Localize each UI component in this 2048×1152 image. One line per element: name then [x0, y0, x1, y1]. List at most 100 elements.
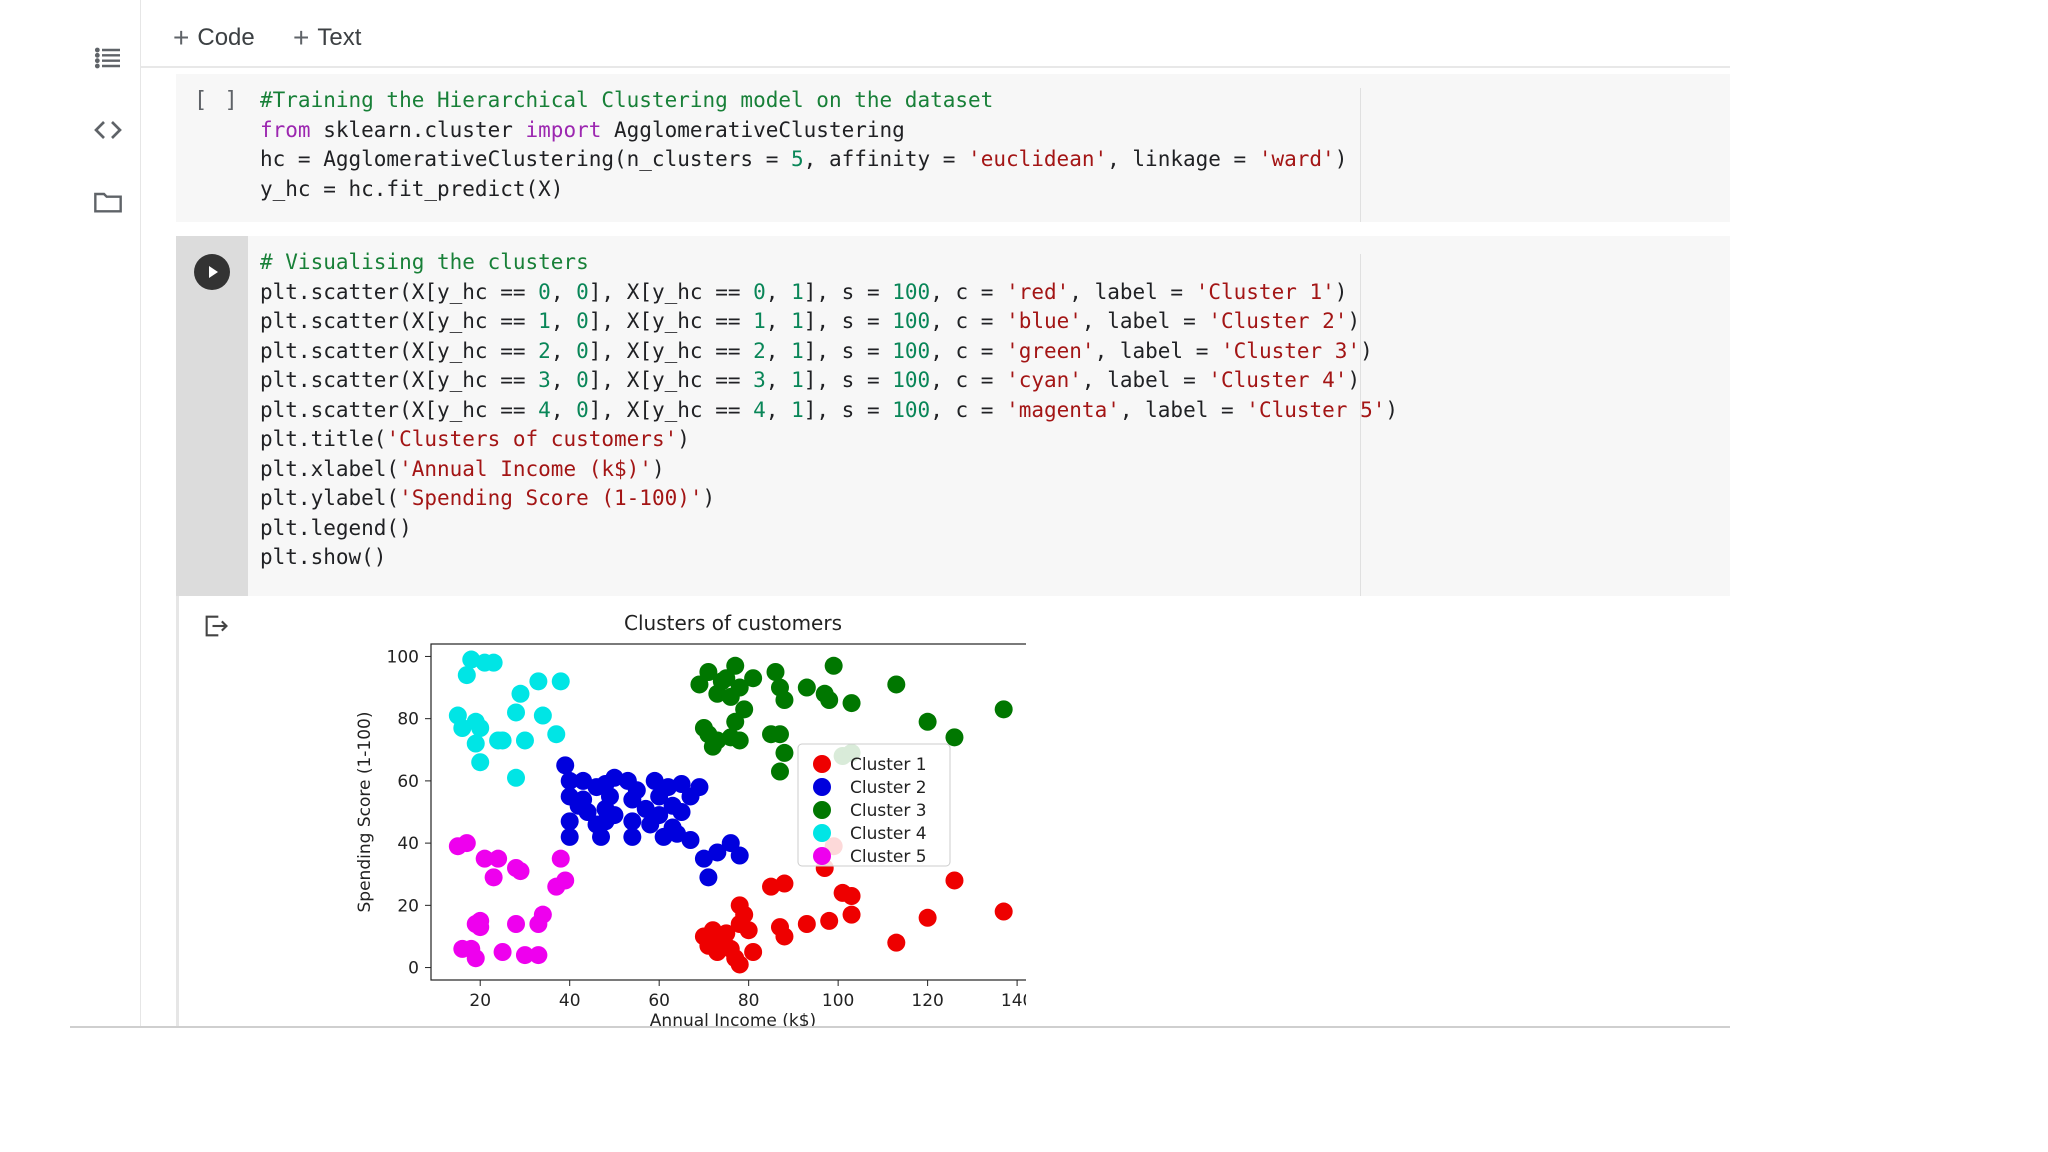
data-point-cluster-4 — [493, 731, 512, 750]
code-line: plt.title('Clusters of customers') — [260, 425, 1398, 455]
data-point-cluster-1 — [775, 927, 794, 946]
data-point-cluster-5 — [471, 918, 490, 937]
data-point-cluster-2 — [627, 781, 646, 800]
code-token: 'cyan' — [1006, 368, 1082, 392]
code-line: plt.scatter(X[y_hc == 1, 0], X[y_hc == 1… — [260, 307, 1398, 337]
data-point-cluster-5 — [529, 946, 548, 965]
data-point-cluster-2 — [605, 768, 624, 787]
code-editor[interactable]: #Training the Hierarchical Clustering mo… — [260, 86, 1347, 204]
code-token: 0 — [576, 397, 589, 422]
code-cell-training[interactable]: [ ] #Training the Hierarchical Clusterin… — [176, 74, 1730, 222]
data-point-cluster-2 — [636, 799, 655, 818]
data-point-cluster-1 — [887, 933, 906, 952]
data-point-cluster-3 — [766, 663, 785, 681]
code-token: 0 — [753, 279, 766, 304]
data-point-cluster-3 — [945, 728, 964, 747]
output-actions-icon[interactable] — [202, 612, 230, 640]
data-point-cluster-5 — [511, 862, 530, 881]
legend-box — [797, 743, 951, 867]
code-token: , label = — [1081, 309, 1209, 333]
code-line: from sklearn.cluster import Agglomerativ… — [260, 116, 1347, 146]
data-point-cluster-2 — [690, 778, 709, 797]
data-point-cluster-3 — [775, 691, 794, 709]
data-point-cluster-2 — [694, 849, 713, 868]
data-point-cluster-4 — [533, 706, 552, 725]
code-token: , — [550, 368, 577, 392]
code-token: , — [550, 279, 577, 304]
code-editor[interactable]: # Visualising the clusters plt.scatter(X[… — [260, 248, 1398, 573]
code-token: AgglomerativeClustering — [601, 117, 905, 142]
code-snippets-icon[interactable] — [92, 114, 124, 146]
code-token: ], X[y_hc == — [588, 368, 754, 392]
run-cell-button[interactable] — [194, 254, 230, 290]
data-point-cluster-1 — [994, 902, 1013, 921]
data-point-cluster-3 — [726, 656, 745, 675]
code-token: , label = — [1094, 338, 1222, 363]
data-point-cluster-4 — [453, 719, 472, 737]
code-line: plt.ylabel('Spending Score (1-100)') — [260, 484, 1398, 514]
code-token: 2 — [753, 338, 766, 363]
output-border — [176, 596, 179, 1026]
data-point-cluster-4 — [507, 703, 526, 722]
code-token: 2 — [538, 338, 551, 363]
table-of-contents-icon[interactable] — [92, 42, 124, 74]
data-point-cluster-2 — [560, 827, 579, 846]
add-text-cell-button[interactable]: + Text — [293, 24, 361, 52]
data-point-cluster-2 — [681, 831, 700, 849]
add-text-label: Text — [317, 24, 362, 51]
code-line: plt.scatter(X[y_hc == 0, 0], X[y_hc == 0… — [260, 278, 1398, 308]
data-point-cluster-2 — [623, 812, 642, 831]
code-token: 1 — [791, 397, 804, 422]
data-point-cluster-4 — [551, 672, 570, 691]
folder-icon[interactable] — [92, 186, 124, 218]
page-divider — [70, 1026, 1730, 1028]
code-token: sklearn.cluster — [310, 117, 526, 142]
data-point-cluster-1 — [762, 877, 781, 896]
code-token: , — [550, 397, 577, 422]
code-cell-visualising[interactable]: # Visualising the clusters plt.scatter(X[… — [176, 236, 1730, 596]
data-point-cluster-2 — [623, 827, 642, 846]
notebook: + Code + Text [ ] #Training the Hierarch… — [92, 0, 1730, 1026]
code-line: # Visualising the clusters — [260, 248, 1398, 278]
code-token: ) — [677, 427, 690, 451]
add-code-cell-button[interactable]: + Code — [173, 24, 255, 52]
code-token: ], X[y_hc == — [588, 309, 754, 333]
data-point-cluster-5 — [475, 849, 494, 868]
code-token: , — [550, 338, 577, 363]
data-point-cluster-4 — [484, 653, 503, 672]
data-point-cluster-2 — [650, 806, 669, 825]
data-point-cluster-4 — [511, 684, 530, 703]
legend-marker-cluster-5 — [813, 847, 831, 865]
code-token: 'magenta' — [1006, 397, 1120, 422]
data-point-cluster-2 — [578, 803, 597, 821]
play-icon — [209, 266, 218, 278]
legend-marker-cluster-2 — [813, 778, 831, 796]
data-point-cluster-4 — [471, 753, 490, 772]
data-point-cluster-5 — [493, 943, 512, 961]
data-point-cluster-1 — [744, 943, 763, 961]
data-point-cluster-3 — [770, 725, 789, 744]
code-token: plt.scatter(X[y_hc == — [260, 279, 539, 304]
code-token: import — [525, 117, 602, 142]
plus-icon: + — [293, 22, 310, 53]
code-token: , affinity = — [803, 147, 969, 171]
data-point-cluster-3 — [842, 694, 861, 713]
code-token: plt.title( — [260, 427, 387, 451]
code-token: 1 — [791, 368, 804, 392]
code-token: ], X[y_hc == — [588, 279, 754, 304]
code-token: , label = — [1119, 397, 1247, 422]
code-token: , label = — [1069, 279, 1196, 304]
code-token: 'Cluster 2' — [1208, 309, 1348, 333]
code-token: 1 — [791, 338, 804, 363]
data-point-cluster-2 — [721, 834, 740, 853]
code-token: 'ward' — [1258, 147, 1335, 171]
code-token: ) — [1347, 309, 1361, 333]
data-point-cluster-3 — [699, 663, 718, 681]
code-token: 'Clusters of customers' — [386, 427, 678, 451]
code-token: ], s = — [803, 397, 893, 422]
code-token: y_hc = hc.fit_predict(X) — [260, 176, 564, 201]
code-token: plt.show() — [260, 545, 387, 569]
legend-marker-cluster-4 — [813, 824, 831, 842]
data-point-cluster-4 — [507, 768, 526, 787]
plus-icon: + — [173, 22, 190, 53]
